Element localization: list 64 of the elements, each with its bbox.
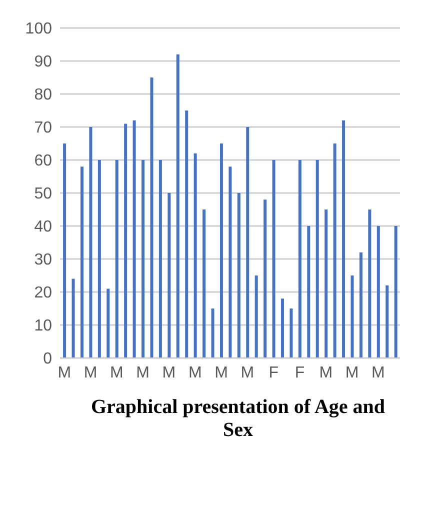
bar	[359, 252, 362, 358]
bar	[142, 160, 145, 358]
x-tick-label: M	[110, 364, 124, 382]
text: Graphical presentation of Age and Sex	[90, 396, 386, 442]
bar	[89, 127, 92, 358]
y-tick-label: 50	[34, 186, 52, 203]
y-tick-label: 20	[34, 284, 52, 302]
bar	[63, 144, 66, 358]
bar	[185, 110, 188, 358]
bar	[316, 160, 319, 358]
bar	[333, 144, 336, 358]
bar	[115, 160, 118, 358]
bar	[298, 160, 302, 358]
y-tick-label: 100	[25, 20, 52, 38]
bar	[211, 308, 214, 358]
x-tick-label: M	[162, 364, 176, 382]
bar	[150, 78, 154, 358]
x-tick-label: M	[188, 364, 202, 382]
bar	[72, 278, 75, 358]
bar	[272, 160, 276, 358]
bar	[228, 166, 232, 358]
bar	[264, 200, 267, 358]
y-tick-label: 40	[34, 218, 52, 236]
bar	[394, 226, 398, 358]
bar	[80, 166, 84, 358]
bar	[124, 124, 128, 358]
bar	[220, 144, 223, 358]
x-tick-label: M	[214, 364, 228, 382]
bar	[376, 226, 380, 358]
y-tick-label: 10	[34, 318, 52, 335]
bar	[98, 160, 101, 358]
x-tick-label: M	[58, 364, 72, 382]
bar	[290, 308, 293, 358]
x-tick-label: F	[268, 364, 279, 382]
x-tick-label: M	[84, 364, 98, 382]
bar	[194, 153, 197, 358]
bar	[176, 54, 180, 358]
y-tick-label: 70	[34, 120, 52, 137]
bar	[342, 120, 346, 358]
bar	[324, 210, 328, 358]
bar	[307, 226, 310, 358]
x-tick-label: M	[136, 364, 150, 382]
bar	[246, 127, 250, 358]
bar	[168, 193, 171, 358]
bar	[202, 210, 206, 358]
y-tick-label: 80	[34, 86, 52, 104]
bar	[368, 210, 372, 358]
bar	[350, 276, 354, 358]
bar	[237, 193, 240, 358]
y-tick-label: 30	[34, 252, 52, 269]
x-tick-label: M	[372, 364, 385, 382]
y-tick-label: 0	[43, 350, 52, 368]
bar	[254, 276, 258, 358]
bar	[281, 298, 284, 358]
y-tick-label: 90	[34, 54, 52, 71]
x-tick-label: M	[319, 364, 333, 382]
x-tick-label: F	[294, 364, 305, 382]
x-tick-label: M	[345, 364, 359, 382]
bar	[106, 288, 110, 358]
x-tick-label: M	[240, 364, 254, 382]
bar	[132, 120, 136, 358]
y-tick-label: 60	[34, 152, 52, 170]
bar	[386, 285, 389, 358]
bar	[158, 160, 162, 358]
